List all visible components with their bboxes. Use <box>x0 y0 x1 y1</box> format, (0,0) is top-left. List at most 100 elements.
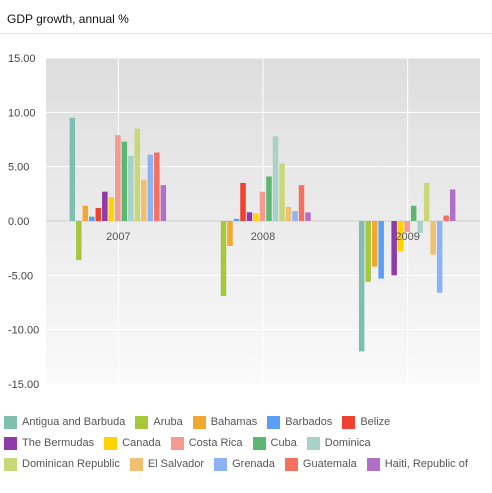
bar <box>102 191 108 221</box>
bar <box>240 182 246 221</box>
x-tick-label: 2009 <box>395 231 419 243</box>
bar <box>292 211 298 221</box>
legend-label: Barbados <box>285 416 333 428</box>
bar <box>298 185 305 221</box>
bars <box>69 117 456 352</box>
legend-swatch <box>366 457 380 471</box>
legend-label: The Bermudas <box>22 437 95 449</box>
bar <box>266 176 272 221</box>
legend-swatch <box>192 415 206 429</box>
legend-swatch <box>4 415 17 429</box>
legend-item[interactable]: Belize <box>342 415 390 429</box>
bar <box>285 206 292 221</box>
bar <box>430 221 436 255</box>
legend-label: Guatemala <box>302 458 357 470</box>
bar <box>89 216 95 221</box>
bar <box>128 155 134 221</box>
bar <box>69 117 76 221</box>
bar <box>397 221 404 252</box>
legend-label: Canada <box>122 437 161 449</box>
bar <box>272 136 279 221</box>
bar <box>121 141 128 221</box>
bar <box>82 205 89 221</box>
legend-item[interactable]: Dominican Republic <box>4 457 120 471</box>
legend-label: El Salvador <box>147 458 205 470</box>
bar <box>246 212 253 221</box>
legend-label: Haiti, Republic of <box>384 458 468 470</box>
legend-label: Bahamas <box>210 416 258 428</box>
legend-label: Cuba <box>270 437 297 449</box>
bar <box>358 221 365 352</box>
bar <box>95 207 102 221</box>
bar <box>134 128 141 221</box>
legend-swatch <box>267 415 281 429</box>
bar <box>436 221 443 293</box>
legend: Antigua and Barbuda Aruba Bahamas Barbados B… <box>4 415 492 471</box>
bar <box>108 197 115 221</box>
legend-label: Dominica <box>324 437 371 449</box>
legend-label: Aruba <box>153 416 183 428</box>
bar <box>160 185 167 221</box>
legend-item[interactable]: Cuba <box>252 436 297 450</box>
legend-item[interactable]: Antigua and Barbuda <box>4 415 125 429</box>
bar <box>253 213 259 221</box>
x-tick-label: 2007 <box>106 231 130 243</box>
y-tick-label: 5.00 <box>8 162 29 174</box>
y-tick-label: 0.00 <box>8 216 29 228</box>
bar <box>449 189 456 221</box>
legend-label: Costa Rica <box>188 437 243 449</box>
bar <box>233 218 240 221</box>
legend-item[interactable]: Canada <box>104 436 161 450</box>
legend-item[interactable]: Bahamas <box>192 415 258 429</box>
legend-label: Grenada <box>232 458 275 470</box>
bar <box>147 154 154 221</box>
legend-swatch <box>306 436 320 450</box>
bar <box>279 163 285 221</box>
legend-label: Dominican Republic <box>22 458 120 470</box>
legend-item[interactable]: Haiti, Republic of <box>366 457 468 471</box>
bar <box>220 221 227 296</box>
gdp-growth-chart: 15.00 10.00 5.00 0.00 -5.00 -10.00 -15.00 2007 2… <box>0 34 492 414</box>
chart-header: GDP growth, annual % <box>0 0 492 34</box>
bar <box>443 215 449 221</box>
legend-item[interactable]: Dominica <box>306 436 371 450</box>
axis-labels: 15.00 10.00 5.00 0.00 -5.00 -10.00 -15.00 2007 2… <box>8 53 420 391</box>
legend-item[interactable]: El Salvador <box>129 457 205 471</box>
bar <box>365 221 371 282</box>
legend-swatch <box>284 457 298 471</box>
bar <box>154 152 160 221</box>
bar <box>410 205 417 221</box>
chart-title: GDP growth, annual % <box>7 12 129 26</box>
legend-label: Belize <box>360 416 391 428</box>
legend-item[interactable]: Aruba <box>135 415 183 429</box>
legend-swatch <box>170 436 184 450</box>
bar <box>417 221 423 233</box>
legend-item[interactable]: Grenada <box>214 457 275 471</box>
bar <box>371 221 378 267</box>
y-tick-label: 15.00 <box>8 53 36 65</box>
legend-item[interactable]: The Bermudas <box>4 436 94 450</box>
legend-item[interactable]: Costa Rica <box>170 436 243 450</box>
legend-swatch <box>214 457 228 471</box>
bar <box>227 221 233 246</box>
legend-item[interactable]: Guatemala <box>284 457 357 471</box>
y-tick-label: -10.00 <box>8 325 39 337</box>
legend-swatch <box>4 457 17 471</box>
legend-swatch <box>4 436 17 450</box>
legend-swatch <box>135 415 149 429</box>
x-tick-label: 2008 <box>251 231 275 243</box>
bar <box>259 191 266 221</box>
legend-label: Antigua and Barbuda <box>22 416 126 428</box>
legend-swatch <box>252 436 266 450</box>
bar <box>423 182 430 221</box>
legend-item[interactable]: Barbados <box>267 415 332 429</box>
y-tick-label: 10.00 <box>8 107 36 119</box>
legend-swatch <box>104 436 118 450</box>
legend-swatch <box>342 415 356 429</box>
bar <box>404 221 410 232</box>
legend-swatch <box>129 457 143 471</box>
bar <box>115 135 121 221</box>
bar <box>378 221 384 279</box>
bar <box>141 179 147 221</box>
bar <box>391 221 397 276</box>
